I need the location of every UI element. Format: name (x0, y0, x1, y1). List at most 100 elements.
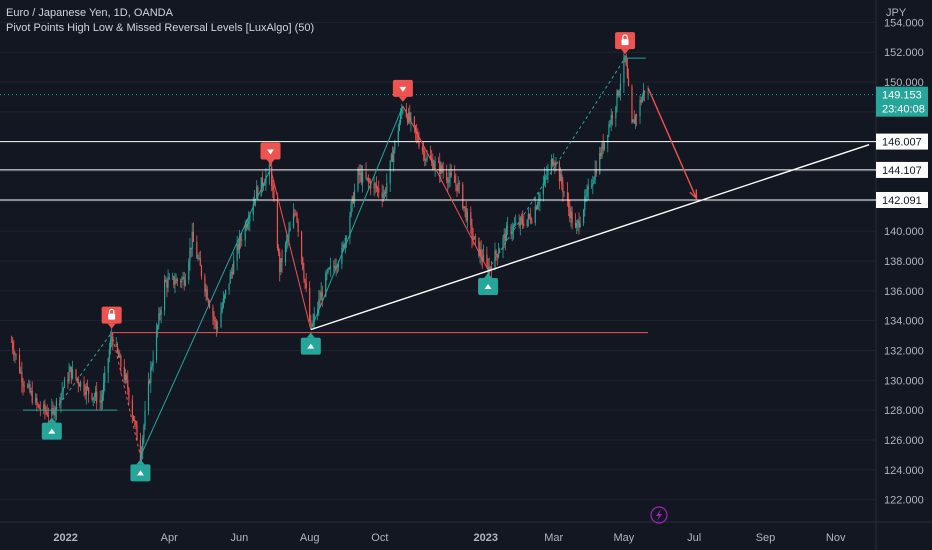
lightning-icon-bolt (656, 509, 662, 521)
candle-body (546, 175, 548, 177)
candle-body (28, 384, 30, 387)
candle-body (385, 192, 387, 194)
candle-body (143, 425, 145, 438)
candle-body (237, 244, 239, 250)
y-tick-label: 122.000 (884, 495, 924, 507)
symbol-title[interactable]: Euro / Japanese Yen, 1D, OANDA (6, 7, 173, 19)
candle-body (367, 177, 369, 182)
candle-body (272, 185, 274, 191)
lightning-icon[interactable] (650, 506, 668, 524)
y-tick-label: 152.000 (884, 47, 924, 59)
level-price-tag[interactable] (876, 191, 928, 208)
candle-body (608, 124, 610, 135)
candle-body (490, 267, 493, 270)
candle-body (233, 260, 235, 275)
y-tick-label: 128.000 (884, 405, 924, 417)
indicator-title[interactable]: Pivot Points High Low & Missed Reversal … (6, 22, 315, 34)
candle-body (341, 248, 343, 264)
candle-body (553, 162, 555, 166)
candle-body (115, 343, 117, 346)
candle-body (353, 190, 356, 203)
candle-body (489, 267, 491, 268)
candle-body (128, 388, 130, 400)
current-price-tag[interactable] (876, 86, 928, 117)
candle-body (618, 90, 620, 96)
candle-body (223, 294, 226, 299)
lock-icon (621, 39, 629, 46)
candle-body (207, 299, 209, 304)
candle-body (421, 146, 424, 152)
candle-body (569, 207, 571, 219)
candle-body (70, 366, 72, 379)
candle-body (632, 119, 634, 123)
candle-body (168, 277, 170, 280)
candle-body (305, 283, 307, 288)
candle-body (27, 386, 29, 388)
candle-body (534, 206, 536, 223)
candle-body (531, 221, 533, 223)
candle-body (375, 184, 378, 188)
candle-body (46, 412, 48, 416)
candle-body (55, 400, 58, 411)
candle-body (295, 213, 297, 215)
candle-body (277, 247, 280, 252)
candle-body (43, 404, 45, 410)
candle-body (289, 227, 291, 232)
candle-body (350, 203, 352, 216)
y-tick-label: 136.000 (884, 286, 924, 298)
up-triangle-icon (484, 283, 492, 289)
candle-body (595, 169, 597, 174)
y-tick-label: 138.000 (884, 256, 924, 268)
y-tick-label: 130.000 (884, 375, 924, 387)
candle-body (79, 381, 82, 387)
candle-body (229, 273, 231, 284)
candle-body (196, 241, 198, 259)
candle-body (559, 174, 562, 182)
candle-body (383, 192, 386, 195)
candle-body (76, 377, 78, 380)
candle-body (631, 86, 633, 123)
candle-body (510, 226, 512, 234)
candle-body (231, 272, 234, 275)
candle-body (406, 116, 409, 123)
candle-body (93, 396, 95, 398)
level-price-tag[interactable] (876, 133, 928, 150)
candle-body (429, 155, 432, 159)
candle-body (228, 283, 230, 291)
x-tick-label: 2023 (474, 532, 498, 544)
up-triangle-icon (136, 470, 144, 476)
candle-body (349, 215, 351, 238)
candle-body (434, 161, 436, 167)
candle-body (583, 210, 585, 224)
candle-body (376, 187, 379, 189)
lock-icon-shackle (108, 308, 115, 314)
candle-body (594, 169, 596, 180)
candle-body (152, 360, 154, 366)
candle-body (602, 143, 604, 150)
candle-body (325, 273, 327, 297)
candle-body (136, 425, 138, 441)
projection-arrow[interactable] (647, 87, 698, 199)
candle-body (67, 379, 69, 382)
candle-body (578, 220, 580, 228)
trendline[interactable] (310, 144, 870, 331)
candle-body (536, 204, 539, 209)
candle-body (449, 172, 451, 178)
candle-body (166, 281, 168, 288)
candle-body (149, 381, 151, 383)
candle-body (60, 393, 62, 403)
candle-body (155, 330, 158, 361)
candle-body (173, 276, 175, 285)
candle-body (579, 223, 581, 228)
candle-body (642, 90, 645, 97)
candle-body (174, 283, 176, 285)
candle-body (39, 408, 41, 410)
x-tick-label: May (614, 532, 635, 544)
level-price-tag[interactable] (876, 161, 928, 178)
candle-body (197, 258, 199, 259)
candle-body (164, 280, 166, 311)
candle-body (498, 249, 501, 253)
candle-body (160, 310, 162, 315)
